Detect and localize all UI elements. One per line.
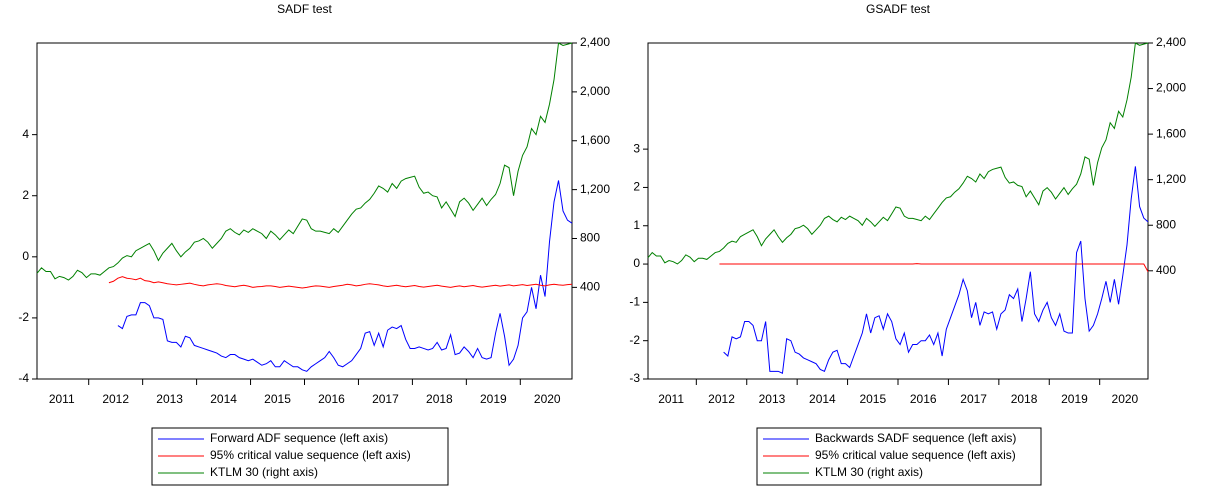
series-line (647, 42, 1149, 265)
x-tick-label: 2015 (264, 392, 291, 406)
y2-tick-label: 1,600 (580, 133, 610, 147)
x-tick-label: 2013 (156, 392, 183, 406)
x-tick-label: 2016 (318, 392, 345, 406)
y2-tick-label: 1,600 (1156, 126, 1186, 140)
x-tick-label: 2020 (1112, 392, 1139, 406)
x-tick-label: 2020 (534, 392, 561, 406)
y-tick-label: -2 (18, 310, 29, 324)
y-tick-label: -4 (18, 371, 29, 385)
legend-label: KTLM 30 (right axis) (210, 465, 318, 479)
legend-label: Forward ADF sequence (left axis) (210, 431, 388, 445)
y-tick-label: -1 (629, 295, 640, 309)
y-tick-label: 4 (22, 127, 29, 141)
y2-tick-label: 2,000 (580, 84, 610, 98)
y-tick-label: 1 (633, 218, 640, 232)
y2-tick-label: 2,000 (1156, 81, 1186, 95)
legend-label: 95% critical value sequence (left axis) (815, 448, 1016, 462)
x-tick-label: 2015 (859, 392, 886, 406)
x-tick-label: 2017 (960, 392, 987, 406)
y-tick-label: 2 (22, 188, 29, 202)
x-tick-label: 2019 (1061, 392, 1088, 406)
legend-label: Backwards SADF sequence (left axis) (815, 431, 1016, 445)
y2-tick-label: 2,400 (1156, 35, 1186, 49)
y-tick-label: 0 (22, 249, 29, 263)
x-tick-label: 2018 (1011, 392, 1038, 406)
y-tick-label: -3 (629, 371, 640, 385)
series-line (36, 42, 573, 281)
y2-tick-label: 400 (580, 280, 600, 294)
series-line (723, 166, 1149, 374)
y-tick-label: 3 (633, 141, 640, 155)
chart-title: SADF test (277, 2, 332, 16)
y2-tick-label: 2,400 (580, 35, 610, 49)
x-tick-label: 2011 (658, 392, 684, 406)
x-tick-label: 2019 (480, 392, 507, 406)
x-tick-label: 2014 (809, 392, 836, 406)
series-line (117, 180, 573, 372)
y2-tick-label: 1,200 (580, 182, 610, 196)
y2-tick-label: 800 (1156, 217, 1176, 231)
x-tick-label: 2012 (708, 392, 735, 406)
plot-frame (36, 42, 573, 380)
y2-tick-label: 1,200 (1156, 172, 1186, 186)
y-tick-label: 0 (633, 256, 640, 270)
series-line (719, 263, 1149, 272)
x-tick-label: 2011 (49, 392, 75, 406)
y-tick-label: -2 (629, 333, 640, 347)
x-tick-label: 2014 (210, 392, 237, 406)
x-tick-label: 2016 (910, 392, 937, 406)
x-tick-label: 2018 (426, 392, 453, 406)
series-line (108, 276, 573, 289)
x-tick-label: 2017 (372, 392, 399, 406)
legend-label: 95% critical value sequence (left axis) (210, 448, 411, 462)
y2-tick-label: 800 (580, 231, 600, 245)
legend-label: KTLM 30 (right axis) (815, 465, 923, 479)
chart-title: GSADF test (866, 2, 931, 16)
y2-tick-label: 400 (1156, 263, 1176, 277)
y-tick-label: 2 (633, 180, 640, 194)
x-tick-label: 2012 (102, 392, 129, 406)
x-tick-label: 2013 (759, 392, 786, 406)
